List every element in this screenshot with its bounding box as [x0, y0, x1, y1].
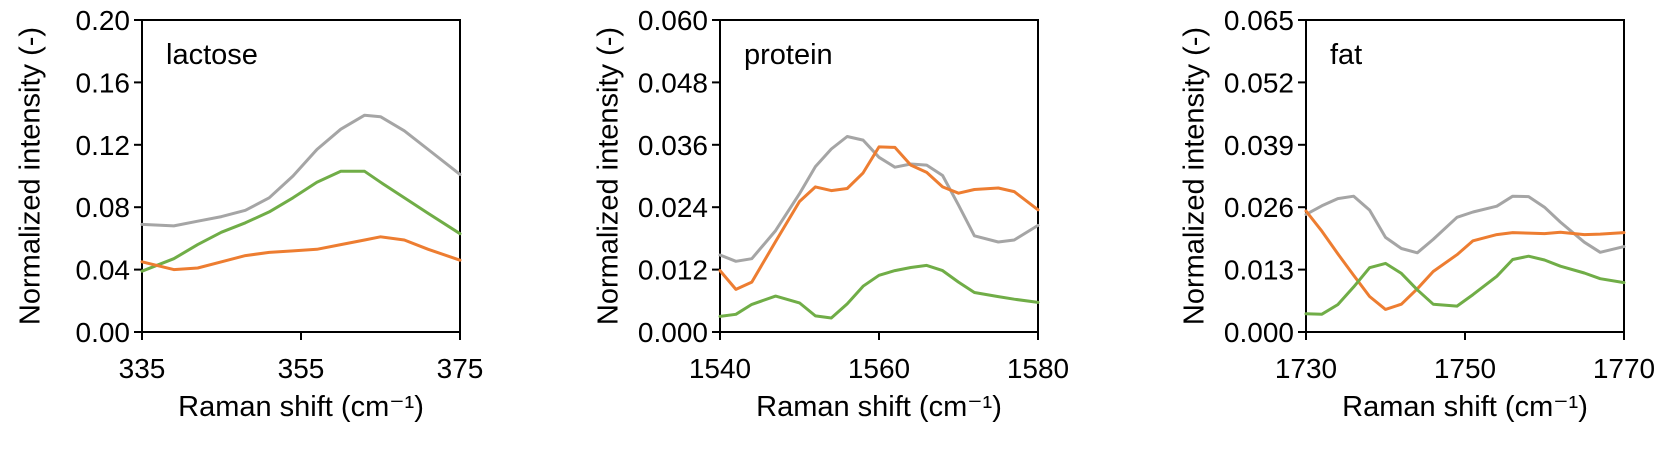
x-tick-label: 1540	[689, 353, 751, 384]
chart-protein: 0.000 0.012 0.024 0.036 0.048 0.060 1540 1560 15…	[593, 5, 1069, 423]
x-tick-label: 335	[119, 353, 166, 384]
x-tick-label: 1580	[1007, 353, 1069, 384]
series-line-gray	[1304, 194, 1626, 255]
x-tick-label: 1730	[1275, 353, 1337, 384]
y-tick-label: 0.16	[76, 67, 131, 98]
series-line-gray	[718, 135, 1040, 263]
chart-lactose: 0.00 0.04 0.08 0.12 0.16 0.20 335 355 375 lactose…	[15, 5, 484, 423]
series-line-orange	[718, 145, 1040, 291]
y-tick-label: 0.060	[638, 5, 708, 36]
series-line-green	[140, 169, 462, 273]
x-axis-title: Raman shift (cm⁻¹)	[1342, 391, 1588, 423]
x-tick-label: 1770	[1593, 353, 1654, 384]
x-tick-label: 1750	[1434, 353, 1496, 384]
y-tick-label: 0.036	[638, 130, 708, 161]
y-axis-title: Normalized intensity (-)	[1179, 27, 1211, 325]
x-tick-label: 355	[278, 353, 325, 384]
y-tick-label: 0.052	[1224, 67, 1294, 98]
x-axis-title: Raman shift (cm⁻¹)	[756, 391, 1002, 423]
series-line-orange	[1304, 209, 1626, 311]
x-tick-label: 375	[437, 353, 484, 384]
y-tick-label: 0.000	[1224, 317, 1294, 348]
panel-label: protein	[744, 39, 833, 71]
y-axis-title: Normalized intensity (-)	[15, 27, 47, 325]
y-tick-label: 0.024	[638, 192, 708, 223]
y-tick-label: 0.000	[638, 317, 708, 348]
panel-label: fat	[1330, 39, 1362, 71]
y-tick-label: 0.00	[76, 317, 131, 348]
series-line-green	[718, 263, 1040, 320]
series-line-gray	[140, 113, 462, 228]
y-tick-label: 0.013	[1224, 255, 1294, 286]
panel-label: lactose	[166, 39, 258, 71]
series-line-green	[1304, 254, 1626, 316]
y-tick-label: 0.20	[76, 5, 131, 36]
x-tick-label: 1560	[848, 353, 910, 384]
y-tick-label: 0.08	[76, 192, 131, 223]
chart-fat: 0.000 0.013 0.026 0.039 0.052 0.065 1730 1750 17…	[1179, 5, 1654, 423]
y-axis-title: Normalized intensity (-)	[593, 27, 625, 325]
x-axis-title: Raman shift (cm⁻¹)	[178, 391, 424, 423]
y-tick-label: 0.12	[76, 130, 131, 161]
y-tick-label: 0.048	[638, 67, 708, 98]
y-tick-label: 0.026	[1224, 192, 1294, 223]
y-tick-label: 0.012	[638, 255, 708, 286]
y-tick-label: 0.065	[1224, 5, 1294, 36]
y-tick-label: 0.04	[76, 255, 131, 286]
series-line-orange	[140, 235, 462, 272]
y-tick-label: 0.039	[1224, 130, 1294, 161]
